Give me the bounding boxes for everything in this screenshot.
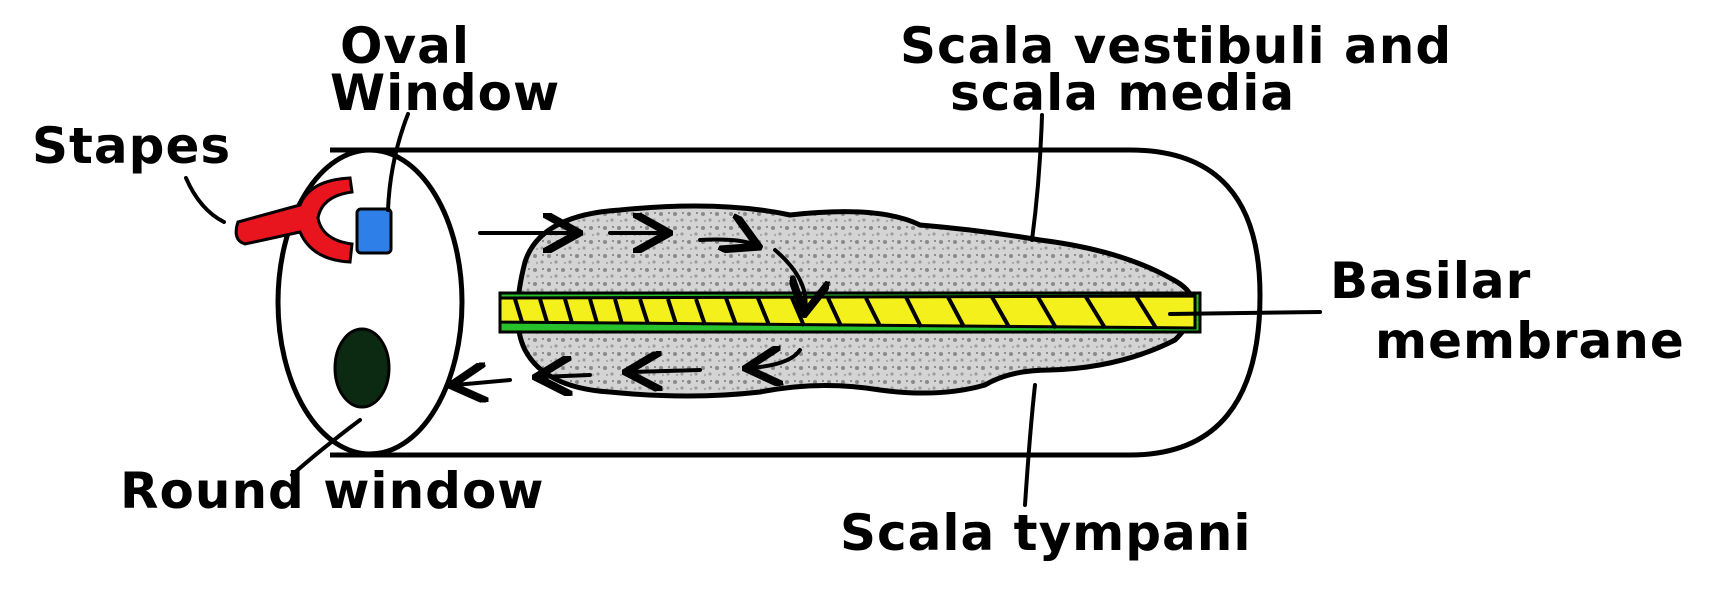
- label-vestibuli-line1: Scala vestibuli and: [900, 17, 1452, 75]
- oval-window: [355, 207, 393, 255]
- label-stapes: Stapes: [32, 117, 231, 175]
- label-vestibuli-line2: scala media: [950, 64, 1295, 122]
- fluid-flow-arrows: [455, 233, 806, 385]
- stapes-bone: [234, 176, 354, 264]
- basilar-membrane-hatching: [513, 294, 1158, 330]
- label-basilar-line2: membrane: [1375, 312, 1685, 370]
- round-window: [333, 327, 391, 409]
- basilar-membrane: [498, 294, 1197, 330]
- label-basilar-line1: Basilar: [1330, 252, 1531, 310]
- leader-lines: [184, 112, 1322, 507]
- label-tympani: Scala tympani: [840, 504, 1252, 562]
- label-oval-line1: Oval: [340, 17, 470, 75]
- label-oval-line2: Window: [330, 64, 560, 122]
- cochlea-base-ellipse: [275, 147, 465, 457]
- label-round-window: Round window: [120, 462, 545, 520]
- cochlea-tube-outline: [330, 147, 1263, 458]
